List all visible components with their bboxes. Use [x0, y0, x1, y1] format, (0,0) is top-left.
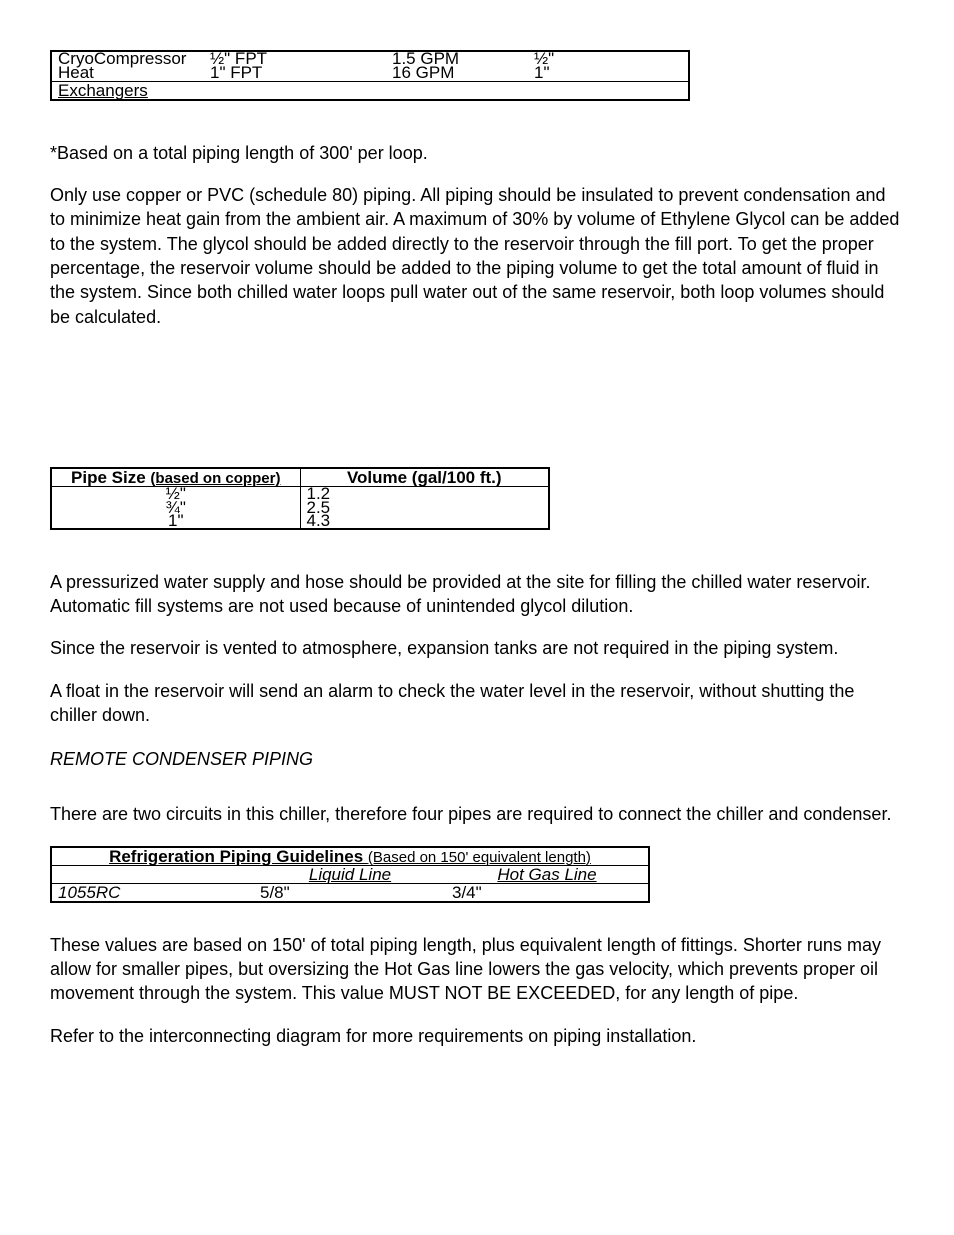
para-refer-diagram: Refer to the interconnecting diagram for…	[50, 1024, 904, 1048]
connections-table: CryoCompressor Heat ½" FPT 1" FPT 1.5 GP…	[50, 50, 690, 101]
t3-title-main: Refrigeration Piping Guidelines	[109, 847, 368, 866]
t3-r1-hot: 3/4"	[446, 883, 649, 902]
para-float-alarm: A float in the reservoir will send an al…	[50, 679, 904, 728]
t1-r1-c3b: 16 GPM	[392, 66, 522, 80]
t3-h-hot: Hot Gas Line	[446, 865, 649, 883]
t3-h-liquid: Liquid Line	[254, 865, 446, 883]
t2-r3-size: 1"	[51, 514, 300, 529]
t3-r1-model: 1055RC	[51, 883, 254, 902]
footnote-piping-length: *Based on a total piping length of 300' …	[50, 141, 904, 165]
t3-h-blank	[51, 865, 254, 883]
t1-r1-c1b: Heat	[58, 66, 198, 80]
t1-r1-c4a: ½"	[534, 52, 682, 66]
section-heading-remote-condenser: REMOTE CONDENSER PIPING	[50, 747, 904, 771]
t2-h2-main: Volume (gal/100 ft.)	[347, 468, 502, 487]
para-expansion-tanks: Since the reservoir is vented to atmosph…	[50, 636, 904, 660]
t2-h1-main: Pipe Size	[71, 468, 150, 487]
para-water-supply: A pressurized water supply and hose shou…	[50, 570, 904, 619]
para-piping-values: These values are based on 150' of total …	[50, 933, 904, 1006]
t3-r1-liquid: 5/8"	[254, 883, 446, 902]
pipe-volume-table: Pipe Size (based on copper) Volume (gal/…	[50, 467, 550, 530]
t1-r2-c1: Exchangers	[58, 81, 148, 100]
refrigeration-piping-table: Refrigeration Piping Guidelines (Based o…	[50, 846, 650, 903]
t1-r1-c2b: 1" FPT	[210, 66, 380, 80]
t1-r1-c4b: 1"	[534, 66, 682, 80]
t3-title-sub: (Based on 150' equivalent length)	[368, 849, 591, 866]
t2-r2-vol: 2.5	[300, 501, 549, 515]
t2-r1-vol: 1.2	[300, 486, 549, 500]
para-two-circuits: There are two circuits in this chiller, …	[50, 802, 904, 826]
t2-r3-vol: 4.3	[300, 514, 549, 529]
para-piping-material: Only use copper or PVC (schedule 80) pip…	[50, 183, 904, 329]
